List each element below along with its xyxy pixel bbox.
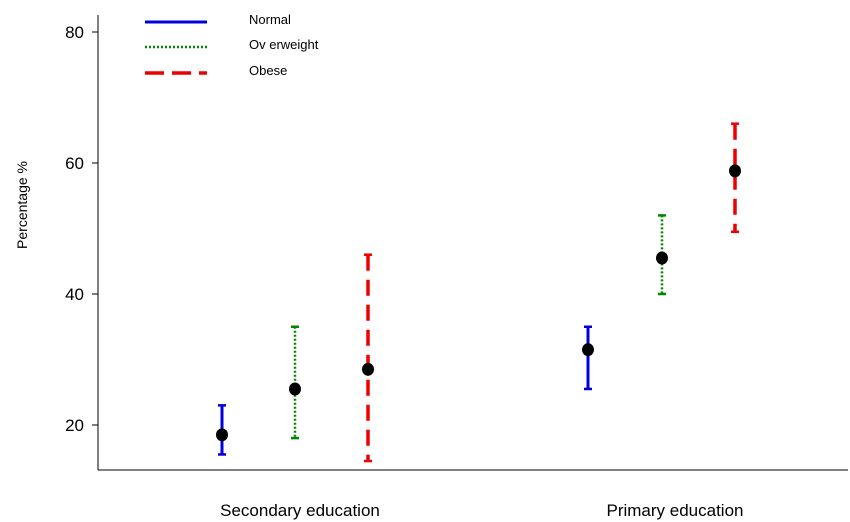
y-tick-label-40: 40 <box>65 285 84 304</box>
data-point-1-1 <box>656 251 668 265</box>
data-point-2-0 <box>362 362 374 376</box>
y-tick-label-20: 20 <box>65 416 84 435</box>
category-label-0: Secondary education <box>220 501 380 520</box>
legend-label-1: Ov erweight <box>249 37 319 52</box>
y-tick-label-80: 80 <box>65 23 84 42</box>
category-label-1: Primary education <box>606 501 743 520</box>
axes <box>97 15 848 471</box>
legend: Normal Ov erweight Obese <box>145 12 319 78</box>
data-point-1-0 <box>289 382 301 396</box>
data-point-2-1 <box>729 164 741 178</box>
y-tick-label-60: 60 <box>65 154 84 173</box>
series-group <box>216 122 741 463</box>
y-ticks: 20 40 60 80 <box>65 23 98 435</box>
x-categories: Secondary education Primary education <box>220 501 743 520</box>
legend-label-2: Obese <box>249 63 287 78</box>
legend-label-0: Normal <box>249 12 291 27</box>
data-point-0-0 <box>216 428 228 442</box>
data-point-0-1 <box>582 343 594 357</box>
y-axis-title: Percentage % <box>14 161 30 249</box>
